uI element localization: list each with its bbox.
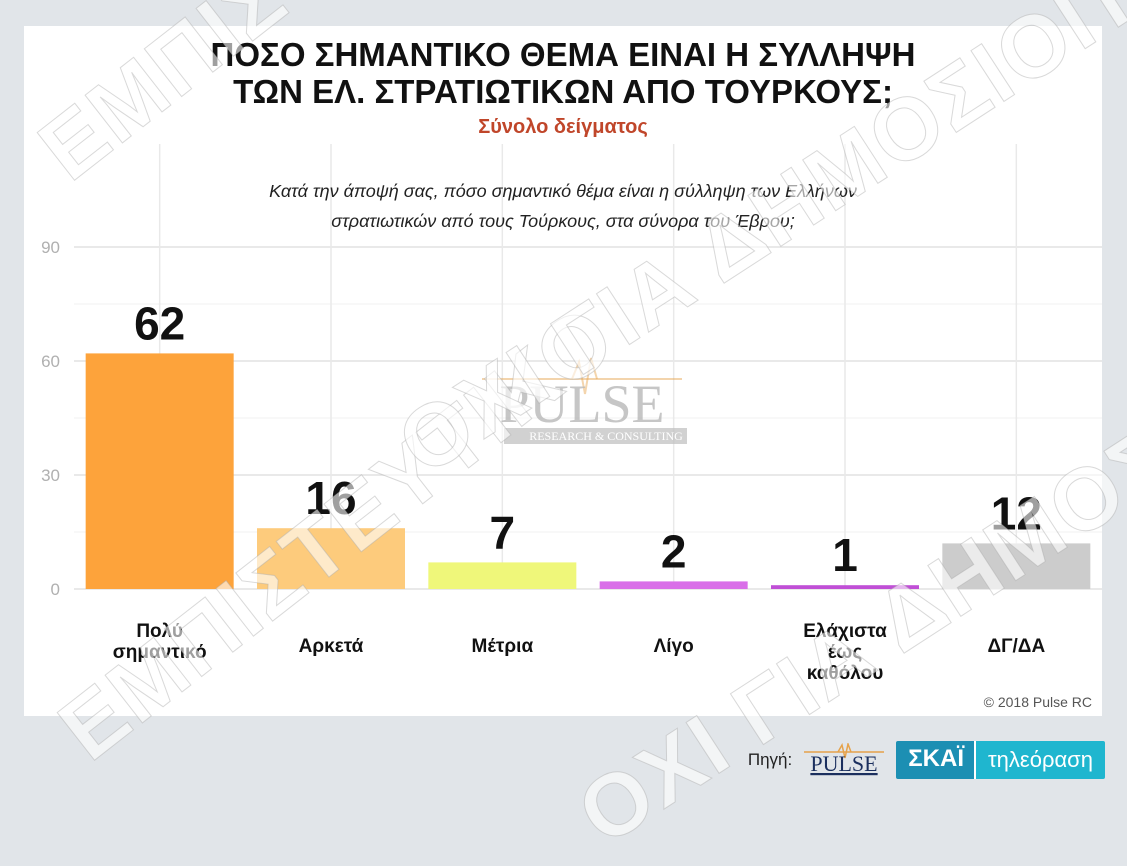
x-tick-label-line: ΔΓ/ΔΑ (987, 636, 1045, 657)
x-tick-label-line: Αρκετά (299, 636, 364, 657)
y-tick-label: 60 (41, 352, 60, 371)
x-tick-label: Λίγο (654, 636, 694, 657)
pulse-watermark-logo: PULSE RESEARCH & CONSULTING (482, 357, 687, 444)
labels-layer: 0 30 60 90 62 Πολύ σημαντικό 16 Αρκετά 7 Μέτρια 2 Λί… (41, 238, 1045, 684)
x-tick-label-line: Λίγο (654, 636, 694, 657)
y-tick-label: 30 (41, 466, 60, 485)
pulse-wordmark: PULSE (499, 374, 664, 434)
copyright-note: © 2018 Pulse RC (983, 694, 1092, 710)
x-tick-label: Πολύ σημαντικό (113, 621, 207, 663)
data-label: 7 (490, 506, 516, 558)
x-tick-label-line: Ελάχιστα (803, 621, 887, 642)
x-tick-label-line: Πολύ (136, 621, 183, 642)
bar (428, 562, 577, 589)
bars-layer (85, 353, 1091, 589)
skai-name: ΣΚΑΪ (896, 741, 976, 779)
x-tick-label: Ελάχιστα έως καθόλου (803, 621, 887, 684)
x-tick-label-line: έως (828, 642, 863, 663)
bar-chart: 0 30 60 90 62 Πολύ σημαντικό 16 Αρκετά 7 Μέτρια 2 Λί… (41, 144, 1102, 684)
pulse-tagline: RESEARCH & CONSULTING (529, 429, 683, 443)
x-tick-label: Μέτρια (472, 636, 534, 657)
chart-subtitle: Σύνολο δείγματος (478, 116, 648, 138)
x-tick-label: Αρκετά (299, 636, 364, 657)
x-tick-label-line: σημαντικό (113, 642, 207, 663)
data-label: 12 (991, 487, 1042, 539)
bar (771, 585, 919, 589)
x-tick-label-line: καθόλου (807, 663, 884, 684)
bar (599, 581, 748, 589)
data-label: 62 (134, 297, 185, 349)
bar (85, 353, 234, 589)
bar (942, 543, 1091, 589)
x-tick-label: ΔΓ/ΔΑ (987, 636, 1045, 657)
source-label: Πηγή: (747, 750, 793, 769)
y-tick-label: 90 (41, 238, 60, 257)
source-footer: Πηγή: PULSE ΣΚΑΪ τηλεόραση (748, 740, 1105, 780)
y-tick-label: 0 (51, 580, 60, 599)
chart-card: ΠΟΣΟ ΣΗΜΑΝΤΙΚΟ ΘΕΜΑ ΕΙΝΑΙ Η ΣΥΛΛΗΨΗ ΤΩΝ … (24, 26, 1102, 716)
data-label: 1 (832, 529, 858, 581)
bar (257, 528, 405, 589)
data-label: 16 (305, 472, 356, 524)
pulse-logo: PULSE (804, 743, 885, 776)
skai-tv-logo: ΣΚΑΪ τηλεόραση (896, 741, 1105, 779)
chart-title: ΠΟΣΟ ΣΗΜΑΝΤΙΚΟ ΘΕΜΑ ΕΙΝΑΙ Η ΣΥΛΛΗΨΗ ΤΩΝ … (210, 36, 916, 110)
skai-tv-label: τηλεόραση (975, 741, 1105, 779)
x-tick-label-line: Μέτρια (472, 636, 534, 657)
survey-question: Κατά την άποψή σας, πόσο σημαντικό θέμα … (269, 181, 857, 231)
data-label: 2 (661, 525, 687, 577)
pulse-logo-wordmark: PULSE (811, 751, 878, 776)
